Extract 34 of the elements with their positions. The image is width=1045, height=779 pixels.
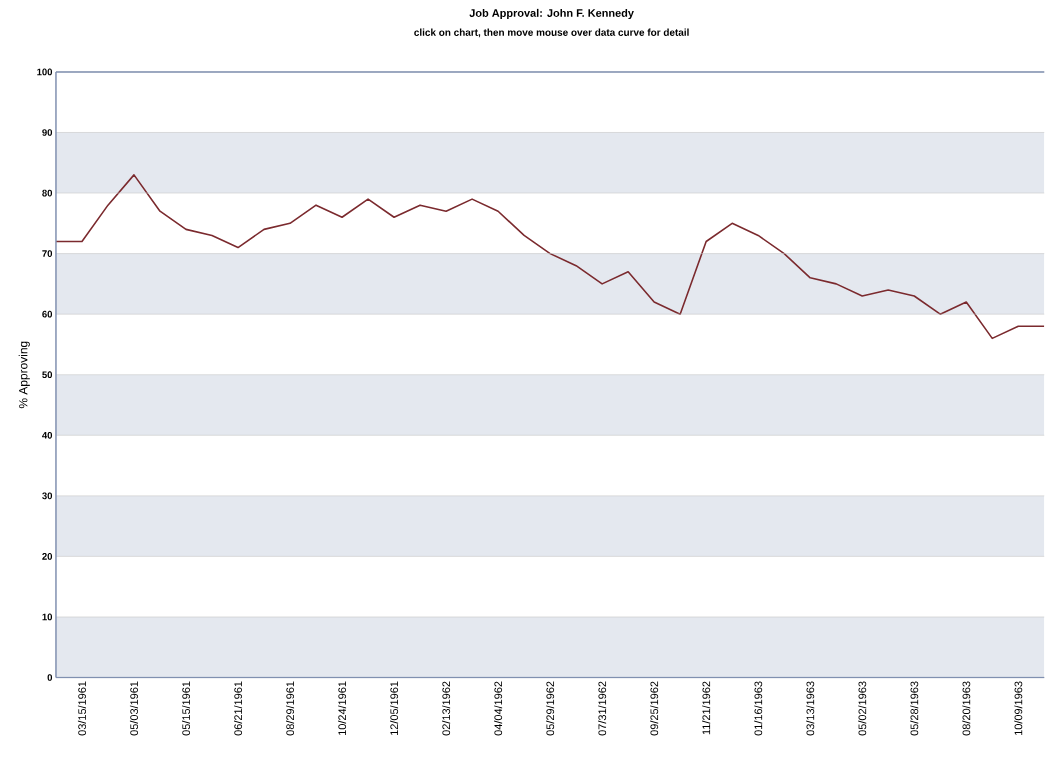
y-tick-label: 30 (42, 492, 53, 499)
x-tick-label: 10/24/1961 (338, 681, 347, 735)
y-tick-label: 70 (42, 250, 53, 257)
chart-subtitle: click on chart, then move mouse over data curve for detail (414, 28, 689, 38)
x-tick-label: 05/28/1963 (910, 681, 919, 736)
y-tick-label: 10 (42, 613, 53, 621)
y-tick-label: 100 (37, 68, 53, 76)
x-tick-label: 05/02/1963 (858, 681, 867, 736)
x-tick-label: 02/13/1962 (442, 681, 451, 736)
x-tick-label: 05/03/1961 (129, 681, 139, 736)
y-tick-label: 0 (47, 673, 53, 681)
y-tick-label: 90 (42, 128, 53, 136)
x-tick-label: 05/15/1961 (181, 681, 191, 736)
y-tick-label: 40 (42, 431, 53, 439)
x-tick-label: 09/25/1962 (650, 681, 659, 736)
x-tick-label: 04/04/1962 (494, 681, 503, 736)
x-tick-label: 10/09/1963 (1014, 681, 1023, 735)
x-tick-label: 08/29/1961 (286, 681, 295, 736)
x-tick-label: 07/31/1962 (598, 681, 607, 736)
y-tick-label: 20 (42, 552, 53, 560)
x-tick-label: 12/05/1961 (390, 681, 399, 735)
x-tick-label: 05/29/1962 (546, 681, 555, 736)
x-tick-label: 11/21/1962 (702, 681, 711, 734)
x-tick-label: 01/16/1963 (754, 681, 763, 736)
x-tick-label: 06/21/1961 (234, 681, 243, 736)
x-tick-label: 03/13/1963 (806, 681, 815, 736)
y-axis-title: % Approving (18, 341, 30, 408)
chart-title: Job Approval: John F. Kennedy (469, 8, 634, 19)
y-tick-label: 60 (42, 310, 53, 318)
y-tick-label: 50 (42, 371, 53, 378)
line-series (55, 173, 1045, 339)
x-tick-label: 08/20/1963 (962, 681, 971, 736)
x-tick-label: 03/15/1961 (77, 681, 86, 736)
y-tick-label: 80 (42, 189, 53, 197)
